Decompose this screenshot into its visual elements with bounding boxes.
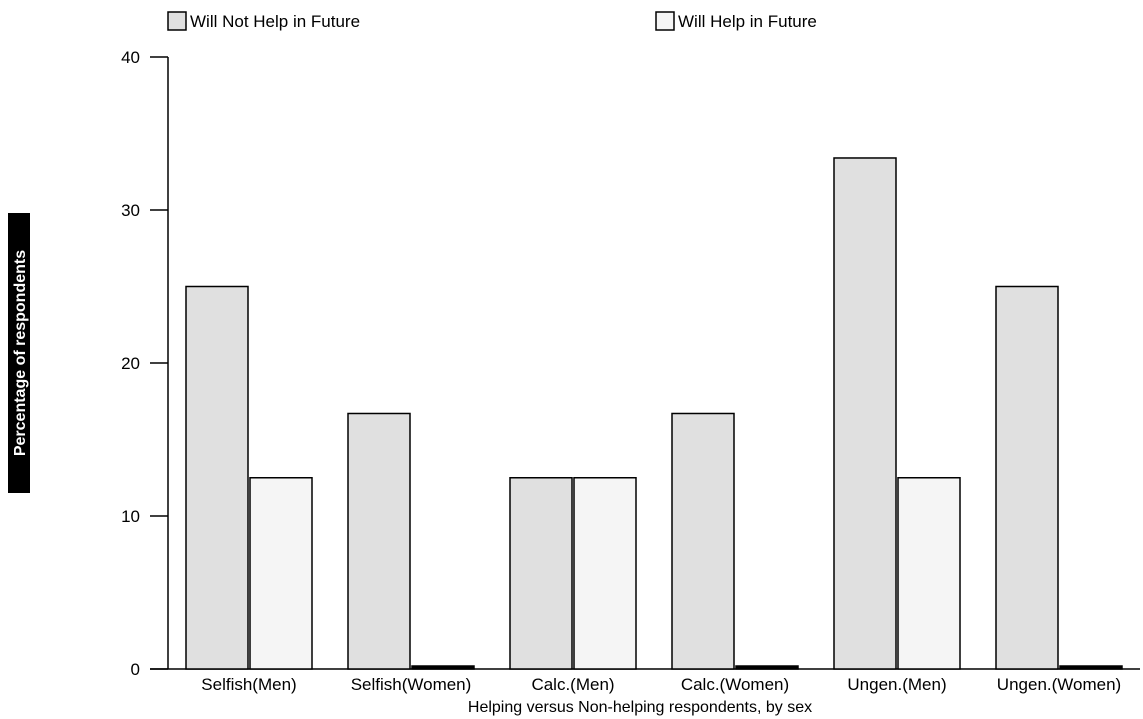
bar <box>833 157 897 670</box>
x-axis-title: Helping versus Non-helping respondents, … <box>468 699 812 716</box>
y-axis-title-text: Percentage of respondents <box>12 250 29 456</box>
category-label: Calc.(Men) <box>531 675 614 694</box>
bar <box>347 412 411 670</box>
bars <box>185 157 1123 670</box>
y-tick-label: 10 <box>121 507 140 526</box>
category-labels: Selfish(Men) Selfish(Women) Calc.(Men) Calc… <box>201 675 1121 694</box>
bar <box>249 477 313 670</box>
bar <box>671 412 735 670</box>
bar <box>185 285 249 670</box>
category-label: Selfish(Men) <box>201 675 296 694</box>
y-ticks: 0 10 20 30 40 <box>121 48 168 679</box>
bar <box>509 477 573 670</box>
bar <box>1059 665 1123 670</box>
category-label: Ungen.(Men) <box>847 675 946 694</box>
bar <box>411 665 475 670</box>
y-axis-title: Percentage of respondents <box>8 213 30 493</box>
legend-swatch-will-help <box>655 11 675 31</box>
category-label: Calc.(Women) <box>681 675 789 694</box>
category-label: Ungen.(Women) <box>997 675 1121 694</box>
bar <box>995 285 1059 670</box>
bar <box>735 665 799 670</box>
y-tick-label: 30 <box>121 201 140 220</box>
legend-label-will-not-help: Will Not Help in Future <box>190 12 360 31</box>
bar <box>897 477 961 670</box>
y-axis-title-background <box>8 213 30 493</box>
bar <box>573 477 637 670</box>
y-tick-label: 20 <box>121 354 140 373</box>
category-label: Selfish(Women) <box>351 675 472 694</box>
legend-label-will-help: Will Help in Future <box>678 12 817 31</box>
y-tick-label: 0 <box>131 660 140 679</box>
y-tick-label: 40 <box>121 48 140 67</box>
legend-swatch-will-not-help <box>167 11 187 31</box>
legend: Will Not Help in Future Will Help in Fut… <box>167 11 817 31</box>
